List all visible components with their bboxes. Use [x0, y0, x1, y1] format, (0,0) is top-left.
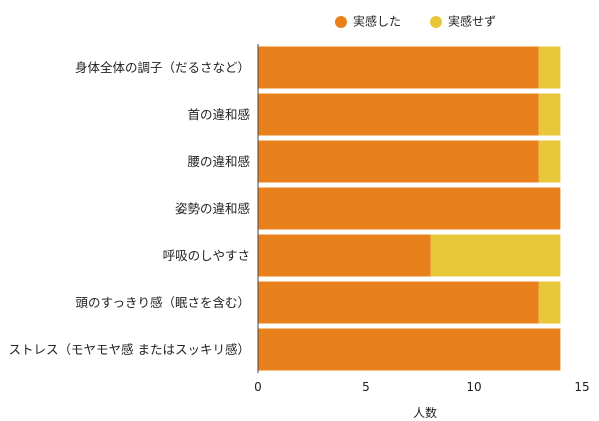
x-axis-label: 人数	[413, 405, 437, 420]
category-label: 身体全体の調子（だるさなど）	[75, 60, 250, 75]
x-axis-ticks: 0 5 10 15	[254, 380, 589, 394]
bars	[258, 46, 561, 371]
bar-not-felt-2	[538, 140, 561, 183]
category-label: 首の違和感	[187, 107, 250, 122]
bar-felt-5	[258, 281, 539, 324]
category-label: 呼吸のしやすさ	[163, 248, 250, 263]
bar-felt-2	[258, 140, 539, 183]
bar-felt-1	[258, 93, 539, 136]
bar-not-felt-5	[538, 281, 561, 324]
category-label: 姿勢の違和感	[175, 201, 250, 216]
bar-felt-3	[258, 187, 561, 230]
legend-swatch-not-felt	[430, 16, 442, 28]
x-tick-label: 15	[574, 380, 589, 394]
legend: 実感した 実感せず	[335, 14, 496, 29]
category-label: 腰の違和感	[187, 154, 250, 169]
category-labels: 身体全体の調子（だるさなど） 首の違和感腰の違和感姿勢の違和感呼吸のしやすさ頭のす…	[9, 60, 250, 357]
legend-swatch-felt	[335, 16, 347, 28]
category-label: ストレス（モヤモヤ感 またはスッキリ感）	[9, 342, 250, 357]
bar-not-felt-0	[538, 46, 561, 89]
bar-not-felt-1	[538, 93, 561, 136]
legend-label-not-felt: 実感せず	[448, 14, 496, 29]
bar-felt-4	[258, 234, 431, 277]
category-label: 頭のすっきり感（眠さを含む）	[75, 295, 250, 310]
bar-felt-0	[258, 46, 539, 89]
x-tick-label: 0	[254, 380, 262, 394]
bar-not-felt-4	[430, 234, 561, 277]
legend-label-felt: 実感した	[353, 14, 401, 29]
x-tick-label: 5	[362, 380, 370, 394]
x-tick-label: 10	[466, 380, 481, 394]
bar-felt-6	[258, 328, 561, 371]
